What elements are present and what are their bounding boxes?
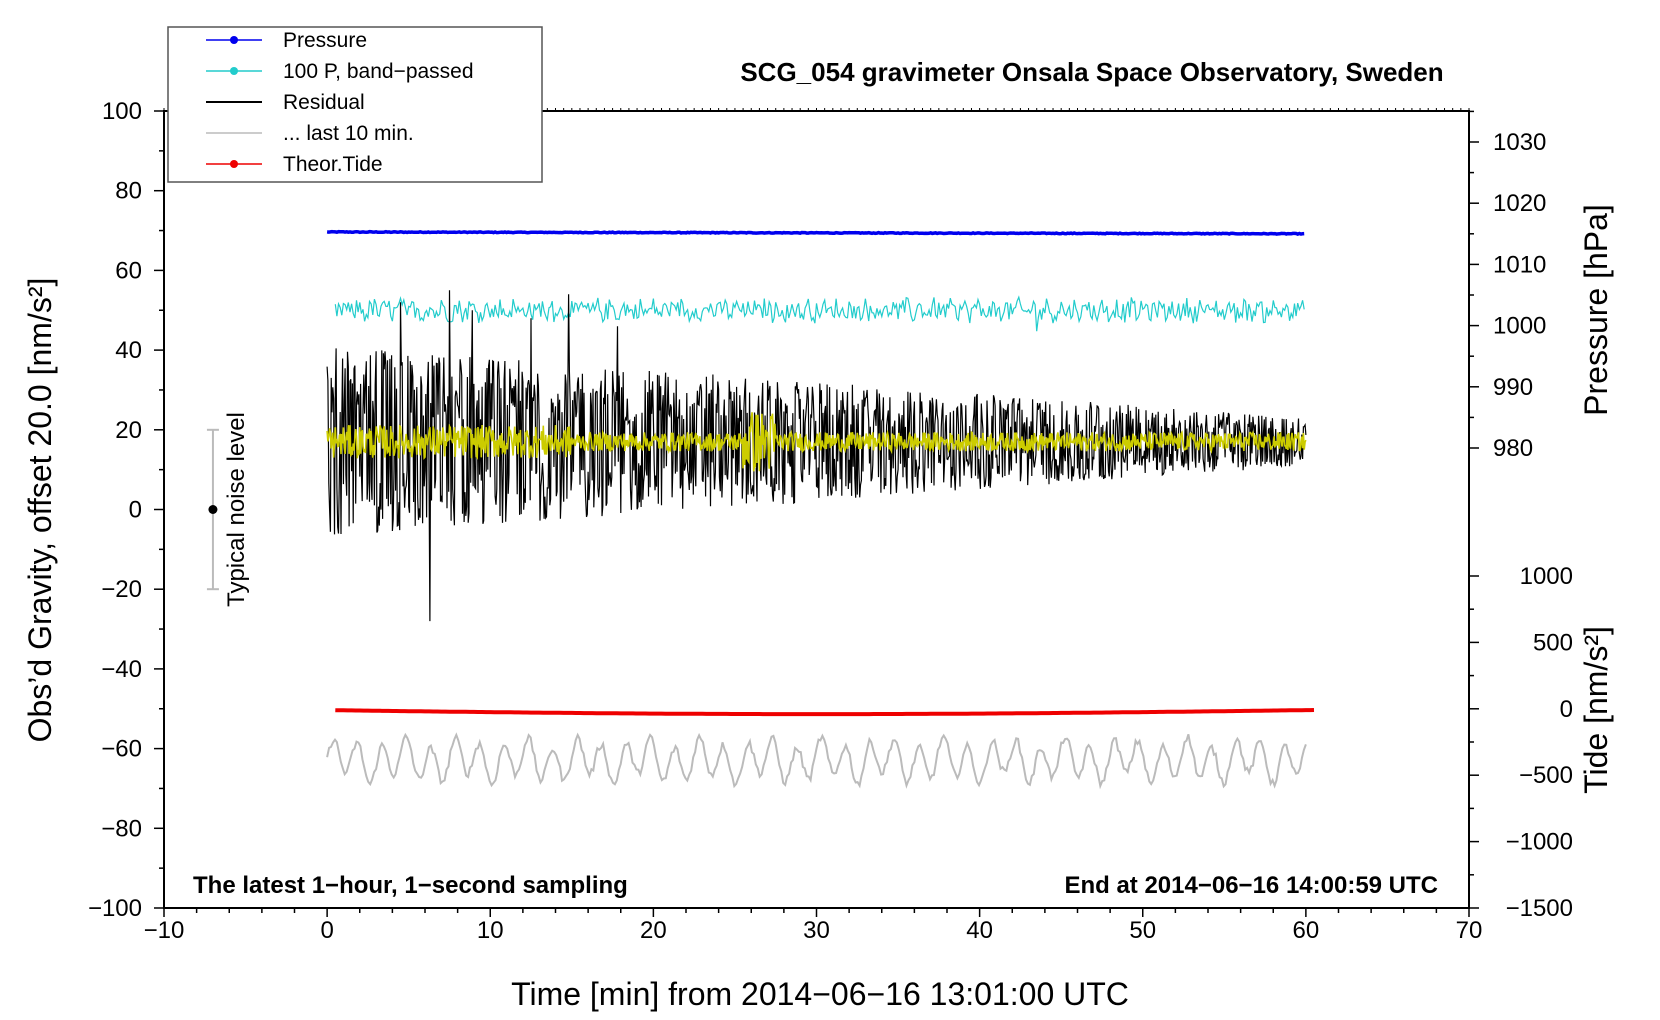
y-tick-label: 100 (102, 98, 142, 125)
x-tick-label: 0 (320, 917, 333, 944)
y-tick-label: 0 (129, 497, 142, 524)
x-tick-label: 50 (1129, 917, 1156, 944)
noise-bar-center (208, 505, 218, 514)
noise-level-indicator: Typical noise level (206, 412, 250, 607)
tide-tick-label: 1000 (1520, 563, 1573, 590)
x-tick-label: 40 (966, 917, 993, 944)
x-tick-label: −10 (144, 917, 185, 944)
tide-tick-label: 500 (1533, 629, 1573, 656)
legend-label: Theor.Tide (283, 153, 383, 176)
legend: Pressure 100 P, band−passed Residual ... la… (167, 26, 543, 183)
pressure-tick-label: 1030 (1493, 129, 1546, 156)
pressure-tick-label: 980 (1493, 435, 1533, 462)
y-tick-label: 40 (115, 337, 142, 364)
legend-marker (230, 67, 238, 75)
y-axis-label-pressure: Pressure [hPa] (1578, 204, 1614, 416)
y-tick-label: −40 (101, 656, 142, 683)
x-tick-label: 10 (477, 917, 504, 944)
series-pressure-bandpassed-line (334, 295, 1305, 332)
tide-tick-label: 0 (1560, 696, 1573, 723)
chart-title: SCG_054 gravimeter Onsala Space Observat… (740, 57, 1443, 87)
ticks-layer: −10 0 10 20 30 40 50 60 70−100−80−60−40−20020406… (88, 98, 1573, 944)
tide-tick-label: −500 (1519, 762, 1573, 789)
x-axis-label: Time [min] from 2014−06−16 13:01:00 UTC (511, 976, 1129, 1012)
y-tick-label: −100 (88, 895, 142, 922)
y-tick-label: −20 (101, 576, 142, 603)
series-residual-line (326, 290, 1307, 622)
x-tick-label: 20 (640, 917, 667, 944)
series-last-10-min-line (326, 732, 1307, 790)
x-tick-label: 60 (1293, 917, 1320, 944)
y-tick-label: −60 (101, 736, 142, 763)
legend-label: ... last 10 min. (283, 122, 414, 145)
series-layer (326, 229, 1315, 790)
noise-bar-label: Typical noise level (223, 412, 250, 607)
series-pressure-line (326, 229, 1305, 236)
series-residual-bandpassed-line (326, 412, 1307, 472)
legend-marker (230, 36, 238, 44)
y-tick-label: 20 (115, 417, 142, 444)
legend-marker (230, 160, 238, 168)
legend-label: Residual (283, 91, 365, 114)
x-tick-label: 70 (1456, 917, 1483, 944)
legend-items: Pressure 100 P, band−passed Residual ... la… (206, 29, 474, 176)
pressure-tick-label: 990 (1493, 374, 1533, 401)
tide-tick-label: −1000 (1506, 829, 1573, 856)
legend-label: 100 P, band−passed (283, 60, 474, 83)
tide-tick-label: −1500 (1506, 895, 1573, 922)
y-tick-label: 60 (115, 257, 142, 284)
pressure-tick-label: 1000 (1493, 313, 1546, 340)
y-tick-label: −80 (101, 815, 142, 842)
series-theoretical-tide-line (335, 708, 1315, 717)
y-axis-label-left: Obs’d Gravity, offset 20.0 [nm/s²] (22, 278, 58, 743)
y-tick-label: 80 (115, 178, 142, 205)
legend-label: Pressure (283, 29, 367, 52)
annotation-end-time: End at 2014−06−16 14:00:59 UTC (1064, 872, 1438, 899)
y-axis-label-tide: Tide [nm/s²] (1578, 626, 1614, 794)
pressure-tick-label: 1020 (1493, 190, 1546, 217)
legend-box (167, 26, 543, 183)
x-tick-label: 30 (803, 917, 830, 944)
pressure-tick-label: 1010 (1493, 251, 1546, 278)
annotation-latest-hour: The latest 1−hour, 1−second sampling (193, 872, 628, 899)
